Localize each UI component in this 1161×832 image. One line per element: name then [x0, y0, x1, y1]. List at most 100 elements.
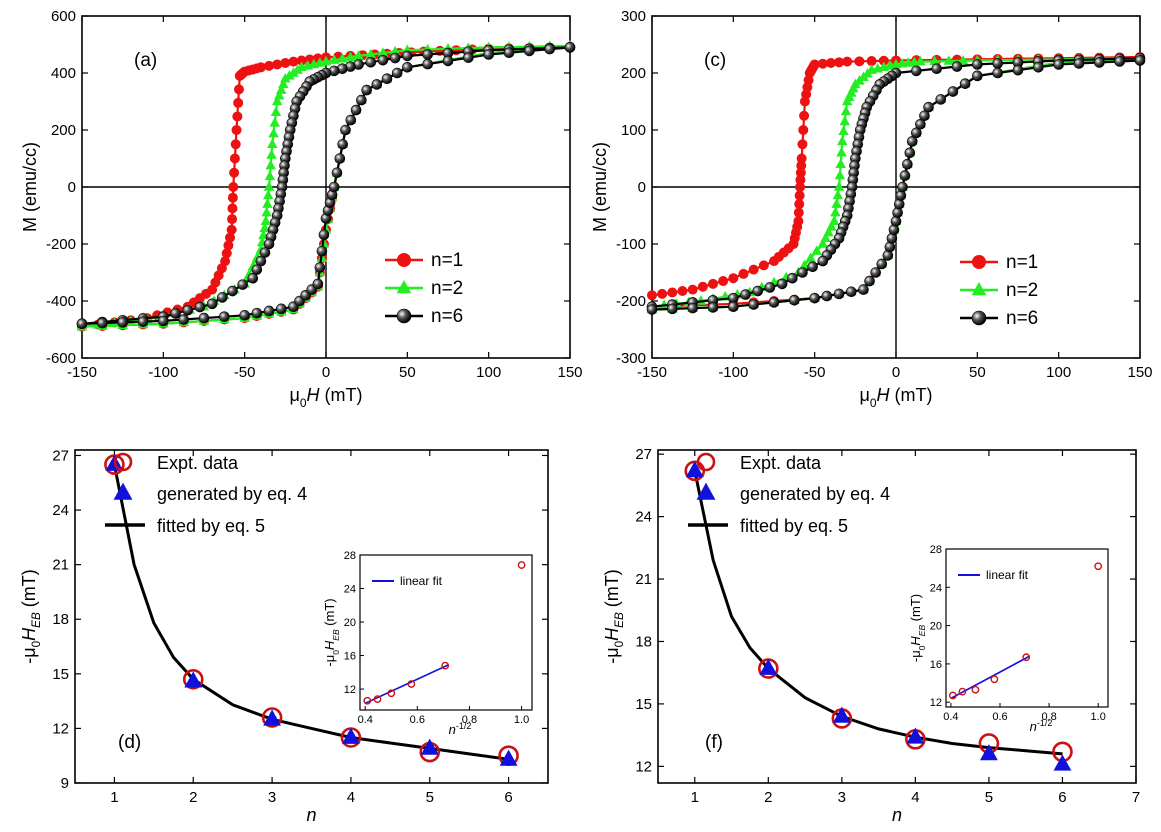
data-point	[280, 58, 291, 69]
legend-expt-marker	[696, 452, 716, 472]
inset-point	[387, 689, 396, 698]
data-point	[263, 305, 275, 317]
y-tick-label: 27	[52, 447, 69, 464]
data-point	[345, 51, 356, 62]
legend-expt-label: Expt. data	[740, 453, 822, 473]
data-point	[237, 279, 248, 290]
data-point	[677, 286, 688, 297]
data-point	[845, 286, 857, 298]
y-axis-label: -μ0HEB (mT)	[602, 569, 626, 663]
data-point	[899, 170, 911, 181]
y-tick-label: 21	[635, 571, 652, 588]
legend-generated-label: generated by eq. 4	[157, 484, 307, 504]
x-tick-label: 2	[764, 789, 772, 806]
data-point	[1053, 59, 1064, 70]
generated-point	[979, 744, 998, 761]
data-point	[337, 53, 348, 63]
data-point	[931, 63, 942, 75]
data-point	[170, 308, 181, 319]
legend-marker	[397, 253, 411, 267]
x-tick-label: 3	[268, 789, 276, 806]
y-label-sub0: 0	[917, 645, 927, 650]
data-point	[893, 198, 905, 210]
data-point	[915, 119, 926, 130]
panel-a: -150 -100 -50 0 50 100 150 600 400 200 0 -200 -400 -6…	[20, 8, 583, 410]
data-point	[331, 167, 343, 179]
x-tick-label: 7	[1132, 789, 1140, 806]
data-point	[340, 124, 351, 136]
x-tick-label: 50	[399, 364, 416, 381]
y-tick-label: -200	[616, 293, 646, 310]
generated-point	[420, 738, 439, 755]
data-point	[972, 70, 983, 82]
data-point	[842, 56, 853, 67]
y-tick-label: 12	[635, 758, 652, 775]
data-point	[817, 255, 829, 267]
inset-legend-label: linear fit	[400, 574, 443, 588]
y-label-prefix: -μ	[908, 650, 923, 662]
y-tick-label: 21	[52, 557, 69, 574]
data-point	[795, 182, 806, 192]
data-point	[263, 238, 275, 250]
data-point	[263, 189, 274, 200]
data-point	[377, 54, 389, 66]
x-tick-label: 100	[476, 364, 501, 381]
legend-marker	[396, 279, 412, 294]
data-point	[259, 222, 270, 233]
y-tick-label: -400	[46, 293, 76, 310]
y-tick-label: 0	[638, 179, 646, 196]
inset-point	[1022, 653, 1031, 662]
data-point	[117, 317, 128, 328]
generated-point	[759, 658, 778, 675]
x-tick-label: 3	[838, 789, 846, 806]
inset: 0.4 0.6 0.8 1.0 28 24 20 16 12 linear fit n-1/2 -μ0…	[908, 544, 1109, 734]
y-tick-label: 15	[635, 696, 652, 713]
legend-label: n=1	[431, 250, 463, 271]
data-point	[906, 136, 918, 147]
x-axis-label: μ0H (mT)	[289, 385, 362, 410]
data-point	[381, 73, 393, 84]
data-point	[992, 67, 1003, 79]
y-label-unit: (mT)	[322, 598, 337, 629]
data-point	[667, 303, 678, 315]
y-axis-label: M (emu/cc)	[20, 142, 40, 232]
y-label-subeb: EB	[331, 629, 341, 641]
data-point	[911, 65, 922, 77]
data-point	[776, 278, 788, 290]
inset-point	[363, 696, 372, 705]
data-point	[890, 58, 902, 69]
generated-point	[499, 749, 518, 766]
inset-y-tick-label: 24	[344, 584, 356, 596]
y-label-h: H	[322, 640, 337, 650]
data-point	[137, 316, 149, 327]
data-point	[992, 58, 1003, 69]
data-point	[266, 149, 277, 159]
data-point	[296, 55, 307, 66]
data-point	[890, 215, 902, 227]
data-point	[740, 289, 751, 300]
data-point	[198, 312, 210, 324]
panel-label: (f)	[705, 732, 723, 753]
data-point	[463, 52, 474, 63]
x-label-unit: (mT)	[890, 385, 933, 405]
data-point	[345, 114, 357, 126]
legend-generated-label: generated by eq. 4	[740, 484, 890, 504]
legend-marker	[972, 255, 986, 269]
data-point	[864, 275, 875, 287]
inset-point	[990, 675, 999, 684]
inset-point	[517, 561, 526, 569]
data-point	[1012, 64, 1024, 76]
panel-label: (d)	[118, 732, 141, 753]
data-point	[263, 181, 275, 191]
data-point	[841, 95, 853, 106]
data-point	[951, 61, 963, 72]
data-point	[328, 181, 340, 193]
x-label-unit: (mT)	[320, 385, 363, 405]
data-point	[239, 309, 250, 321]
y-tick-label: 18	[52, 611, 69, 628]
data-point	[728, 301, 739, 313]
inset-y-tick-label: 12	[344, 684, 356, 696]
y-tick-label: -200	[46, 236, 76, 253]
y-label-unit: (mT)	[602, 569, 622, 612]
